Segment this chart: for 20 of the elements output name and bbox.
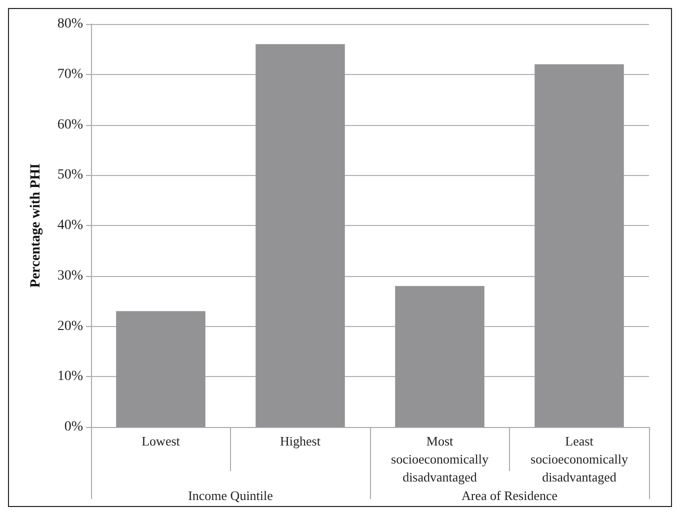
bar (256, 44, 345, 427)
y-tick-label: 60% (57, 117, 84, 132)
x-tick-label: Lowest (142, 434, 180, 448)
y-tick-label: 70% (57, 66, 84, 82)
x-tick-label: Highest (280, 434, 321, 448)
bar (534, 64, 624, 427)
y-tick-label: 20% (57, 318, 84, 334)
y-tick-label: 80% (57, 16, 84, 32)
y-tick-label: 0% (64, 420, 84, 434)
y-axis-title: Percentage with PHI (28, 163, 44, 288)
text: Income Quintile (188, 488, 274, 503)
y-tick-label: 10% (57, 369, 84, 384)
y-tick-label: 50% (57, 168, 84, 183)
y-tick-label: 30% (57, 268, 84, 284)
x-tick-label: Least socioeconomically disadvantaged (530, 434, 628, 484)
x-tick-label: Most socioeconomically disadvantaged (391, 434, 489, 484)
y-tick-label: 40% (57, 218, 84, 233)
bar (395, 286, 484, 427)
bar (116, 311, 206, 427)
text: Area of Residence (461, 488, 558, 503)
